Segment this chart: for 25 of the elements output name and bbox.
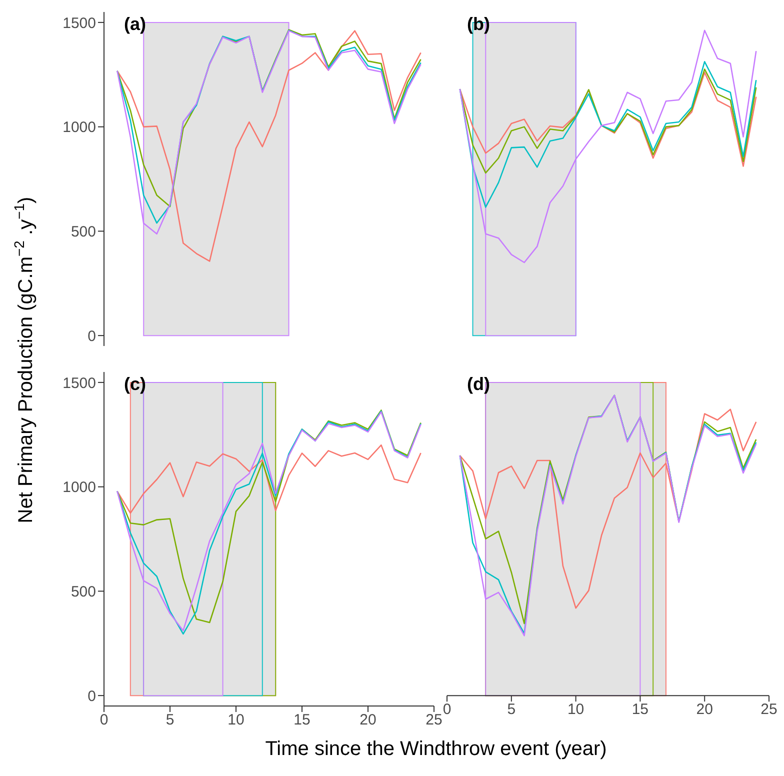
y-tick-label: 500 [70,224,96,241]
y-tick-label: 1000 [62,119,96,136]
x-tick-label: 5 [166,712,174,729]
x-tick-label: 0 [442,701,452,718]
y-tick-label: 1000 [62,479,96,496]
y-tick-label: 500 [70,584,96,601]
x-tick-label: 5 [507,701,516,718]
chart-title: (d) [467,374,490,395]
x-tick-label: 0 [100,712,108,729]
x-tick-label: 15 [294,712,310,729]
x-tick-label: 15 [632,701,649,718]
x-tick-label: 10 [228,712,244,729]
chart-title: (b) [467,14,490,35]
x-tick-label: 20 [360,712,376,729]
y-tick-label: 1500 [62,14,96,32]
chart-title: (a) [124,14,146,35]
x-tick-label: 25 [426,712,442,729]
x-axis-title: Time since the Windthrow event (year) [264,738,608,761]
y-tick-label: 0 [88,328,96,345]
x-tick-label: 20 [696,701,713,718]
x-tick-label: 25 [760,701,778,718]
x-tick-label: 10 [567,701,584,718]
y-tick-label: 1500 [62,374,96,392]
chart-title: (c) [124,374,146,395]
y-tick-label: 0 [88,688,96,705]
